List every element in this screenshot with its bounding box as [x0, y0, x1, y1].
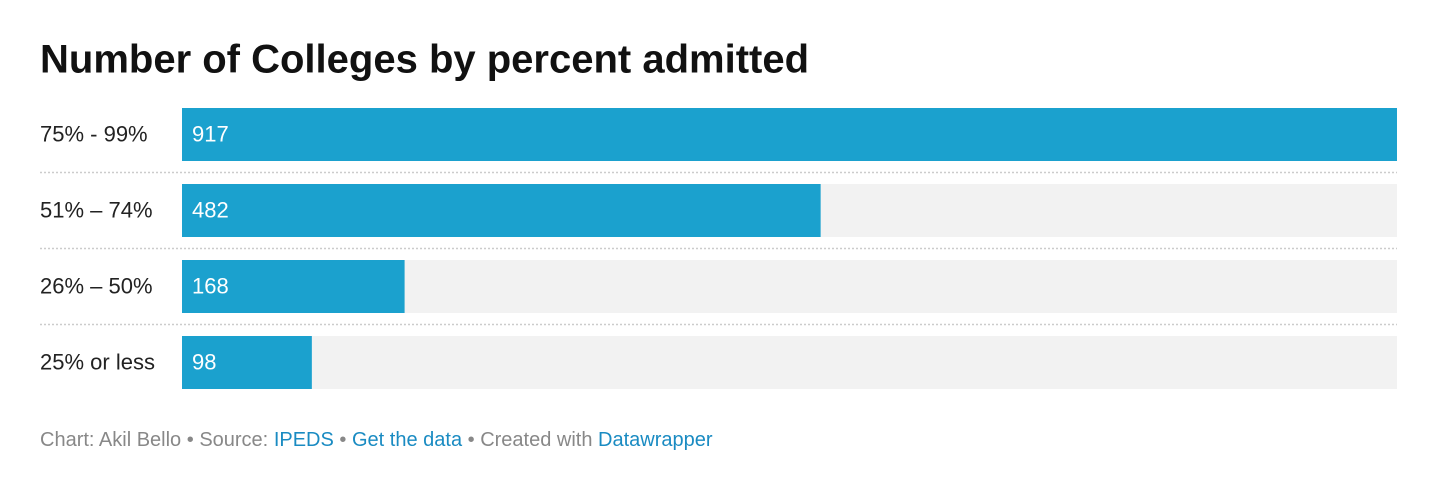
tool-link[interactable]: Datawrapper — [598, 429, 713, 451]
bar — [182, 108, 1397, 161]
source-link[interactable]: IPEDS — [273, 429, 334, 451]
value-label: 98 — [192, 349, 216, 374]
separator: • — [467, 429, 475, 451]
get-data-link[interactable]: Get the data — [351, 429, 463, 451]
byline: Chart: Akil Bello — [40, 429, 182, 451]
value-label: 482 — [192, 197, 229, 222]
category-label: 51% – 74% — [40, 197, 153, 222]
bar-track — [182, 336, 1397, 389]
bar — [182, 336, 312, 389]
chart-title: Number of Colleges by percent admitted — [40, 38, 809, 82]
value-label: 917 — [192, 121, 229, 146]
category-label: 26% – 50% — [40, 273, 153, 298]
created-with: Created with — [480, 429, 593, 451]
bar — [182, 260, 405, 313]
value-label: 168 — [192, 273, 229, 298]
footer: Chart: Akil Bello • Source: IPEDS • Get … — [40, 429, 713, 452]
category-label: 75% - 99% — [40, 121, 148, 146]
chart: Number of Colleges by percent admitted 7… — [40, 38, 1397, 389]
category-label: 25% or less — [40, 349, 155, 374]
source-label: Source: — [199, 429, 269, 451]
separator: • — [186, 429, 194, 451]
bar — [182, 184, 821, 237]
separator: • — [339, 429, 347, 451]
